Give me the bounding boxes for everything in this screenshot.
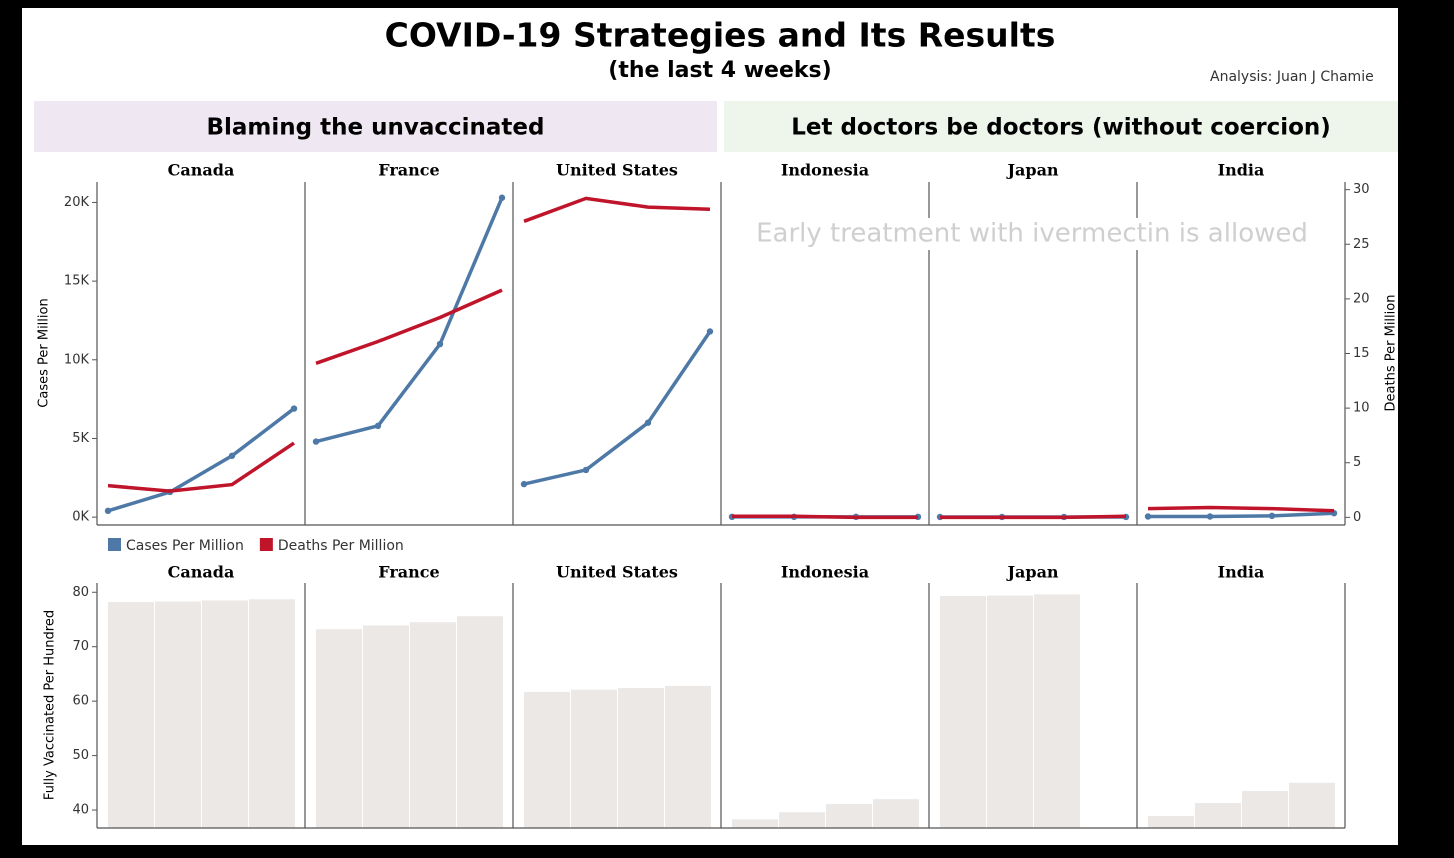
bar <box>363 625 409 828</box>
panel-title: Indonesia <box>781 563 869 582</box>
panel-title: United States <box>556 161 678 180</box>
y2-axis-title: Deaths Per Million <box>1384 295 1399 412</box>
bar <box>1195 802 1241 828</box>
y-axis-title: Fully Vaccinated Per Hundred <box>43 610 58 800</box>
legend-label: Deaths Per Million <box>278 538 404 554</box>
series-line <box>107 407 296 513</box>
series-point <box>312 438 320 445</box>
group-label: Blaming the unvaccinated <box>207 115 545 141</box>
series-point <box>374 422 382 430</box>
y-tick-label: 80 <box>72 585 89 600</box>
bar <box>108 602 154 828</box>
bar <box>779 812 825 828</box>
series-point <box>498 194 506 201</box>
bar <box>1148 816 1194 828</box>
bar <box>826 804 872 828</box>
legend-label: Cases Per Million <box>126 538 244 554</box>
bar <box>202 600 248 828</box>
frame <box>0 845 1454 858</box>
y-tick-label: 15K <box>64 274 90 289</box>
legend-swatch <box>108 538 121 551</box>
series-line <box>940 514 1127 520</box>
y-tick-label: 60 <box>72 694 89 709</box>
panel-title: India <box>1218 563 1265 582</box>
bar <box>571 689 617 828</box>
y2-tick-label: 20 <box>1353 291 1370 306</box>
frame <box>0 0 1454 8</box>
series-point <box>644 419 652 426</box>
series-line <box>523 330 712 486</box>
panel-title: France <box>378 563 439 582</box>
y2-tick-label: 15 <box>1353 346 1370 361</box>
bar <box>1289 782 1335 828</box>
y-tick-label: 10K <box>64 352 90 367</box>
panel-title: Japan <box>1005 161 1058 180</box>
title: COVID-19 Strategies and Its Results <box>385 16 1056 55</box>
series-line <box>732 514 918 520</box>
subtitle: (the last 4 weeks) <box>608 58 831 83</box>
frame <box>1398 0 1454 858</box>
group-band <box>34 101 717 152</box>
series-point <box>706 328 714 335</box>
y-tick-label: 40 <box>72 803 89 818</box>
credit: Analysis: Juan J Chamie <box>1210 69 1374 85</box>
series-line <box>107 441 295 493</box>
bar <box>410 622 456 828</box>
bar <box>732 819 778 828</box>
bar <box>457 616 503 828</box>
y2-tick-label: 30 <box>1353 182 1370 197</box>
series-point <box>582 466 590 474</box>
panel-title: India <box>1218 161 1265 180</box>
group-label: Let doctors be doctors (without coercion… <box>791 115 1331 141</box>
series-point <box>1206 513 1214 520</box>
bar <box>1034 594 1080 828</box>
panel-title: United States <box>556 563 678 582</box>
bar <box>524 691 570 828</box>
y-tick-label: 5K <box>72 431 89 446</box>
series-line <box>523 196 711 223</box>
bar <box>940 596 986 828</box>
series-point <box>290 405 298 412</box>
legend-swatch <box>259 538 273 551</box>
annotation-bg <box>745 218 1319 250</box>
group-band <box>724 101 1398 152</box>
series-line <box>1147 505 1335 513</box>
series-line <box>1148 511 1335 519</box>
panel-title: Canada <box>168 161 235 180</box>
y-tick-label: 0K <box>72 510 89 525</box>
y-tick-label: 50 <box>72 748 89 763</box>
y-tick-label: 70 <box>72 639 89 654</box>
series-line <box>315 288 503 365</box>
bar <box>987 595 1033 828</box>
y-axis-title: Cases Per Million <box>37 298 52 407</box>
bar <box>618 688 664 828</box>
y2-tick-label: 25 <box>1353 237 1370 252</box>
bar <box>665 685 711 828</box>
bar <box>316 629 362 828</box>
panel-title: Canada <box>168 563 235 582</box>
y2-tick-label: 0 <box>1353 510 1361 525</box>
annotation: Early treatment with ivermectin is allow… <box>756 219 1308 249</box>
series-point <box>436 340 444 348</box>
series-point <box>520 480 528 488</box>
frame <box>0 0 22 858</box>
panel-title: Japan <box>1005 563 1058 582</box>
series-point <box>1144 513 1152 520</box>
y2-tick-label: 10 <box>1353 401 1370 416</box>
bar <box>155 601 201 828</box>
panel-title: Indonesia <box>781 161 869 180</box>
bar <box>873 799 919 828</box>
bar <box>249 599 295 828</box>
bar <box>1242 790 1288 828</box>
series-point <box>1268 512 1276 520</box>
y-tick-label: 20K <box>64 195 90 210</box>
series-line <box>315 197 504 444</box>
y2-tick-label: 5 <box>1353 455 1361 470</box>
panel-title: France <box>378 161 439 180</box>
series-point <box>104 507 112 515</box>
series-point <box>228 452 236 459</box>
